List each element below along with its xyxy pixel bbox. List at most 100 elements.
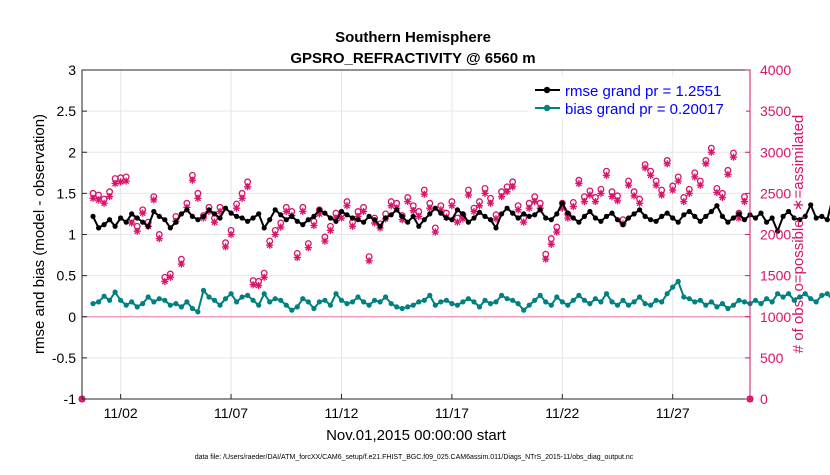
bias-point [719,301,726,307]
star-stroke [327,227,334,234]
rmse-point [156,213,162,219]
star-stroke [603,172,610,179]
bias-point [416,299,422,305]
obs-assimilated-marker [575,179,583,188]
star-stroke [95,196,102,204]
star-stroke [178,261,185,268]
obs-assimilated-marker [100,199,108,207]
rmse-point [195,217,201,223]
rmse-point [692,213,698,219]
star-stroke [283,208,290,215]
rmse-point [278,212,284,218]
obs-assimilated-marker [177,260,185,268]
bias-point [769,299,775,305]
chart-title: Southern Hemisphere [335,29,491,46]
star-stroke [294,254,301,261]
rmse-point [460,211,466,217]
legend-box [528,76,746,118]
bias-point [405,304,411,310]
bias-point [653,297,659,303]
y-axis-label-right: # of obs: o=possible; ∗=assimilated [790,115,807,354]
star-stroke [509,183,516,190]
rmse-point [338,208,345,215]
obs-assimilated-marker [420,190,428,198]
bias-point [421,297,427,303]
star-stroke [194,195,201,202]
bias-point [305,299,311,305]
star-stroke [139,210,146,217]
bias-point [162,297,168,303]
rmse-point [145,223,151,229]
rmse-point [361,219,367,225]
bias-point [565,302,571,308]
rmse-point [272,207,278,213]
star-stroke [277,224,284,231]
star-stroke [222,243,229,250]
bias-point [521,307,527,313]
rmse-point [432,205,438,211]
obs-assimilated-marker [663,160,671,168]
bias-point [327,302,333,308]
obs-assimilated-marker [680,198,688,206]
bias-point [482,297,488,303]
star-stroke [255,282,262,289]
obs-assimilated-marker [724,170,732,179]
y-tick-label-right: 4000 [760,62,791,78]
legend-bias-label: bias grand pr = 0.20017 [565,101,724,118]
rmse-point [603,213,610,219]
star-stroke [680,198,687,205]
bias-point [603,291,610,297]
star-stroke [266,242,273,249]
bias-point [620,297,626,303]
star-stroke [581,198,588,205]
obs-assimilated-marker [266,241,274,249]
bias-point [234,299,240,305]
rmse-point [493,225,499,231]
bias-point [189,305,195,312]
rmse-point [228,210,234,216]
obs-assimilated-marker [658,191,666,199]
rmse-point [234,213,240,219]
star-stroke [101,200,108,207]
bias-point [156,296,162,302]
rmse-point [465,219,471,225]
bias-point [752,297,759,303]
rmse-point [140,219,146,225]
star-stroke [608,193,616,200]
rmse-point [316,207,322,213]
footer-data-file: data file: /Users/raeder/DAI/ATM_forcXX/… [195,454,634,461]
bias-point [692,299,698,305]
obs-assimilated-marker [249,281,257,289]
obs-assimilated-marker [431,228,439,236]
rmse-point [399,213,405,219]
rmse-point [487,217,494,223]
rmse-point [394,207,400,213]
rmse-point [333,218,339,224]
bias-point [515,301,521,307]
bias-point [736,297,742,303]
rmse-point [438,210,444,216]
rmse-point [730,215,737,221]
bias-point [344,301,350,307]
bias-point [228,291,234,297]
star-stroke [741,198,748,205]
rmse-point [681,212,687,218]
rmse-point [824,217,830,223]
x-tick-label: 11/17 [435,405,469,421]
bias-point [471,299,477,305]
obs-assimilated-marker [492,215,500,223]
star-stroke [614,197,621,204]
obs-assimilated-marker [641,164,649,172]
obs-assimilated-marker [674,177,682,185]
star-stroke [669,187,676,194]
obs-assimilated-marker [277,223,285,231]
star-stroke [305,244,312,251]
obs-assimilated-marker [271,230,279,239]
bias-point [797,294,803,300]
obs-assimilated-marker [580,198,588,206]
x-tick-label: 11/22 [545,405,579,421]
legend-bias-marker [543,104,551,112]
bias-point [730,302,737,308]
rmse-point [322,210,328,216]
rmse-point [741,217,748,223]
